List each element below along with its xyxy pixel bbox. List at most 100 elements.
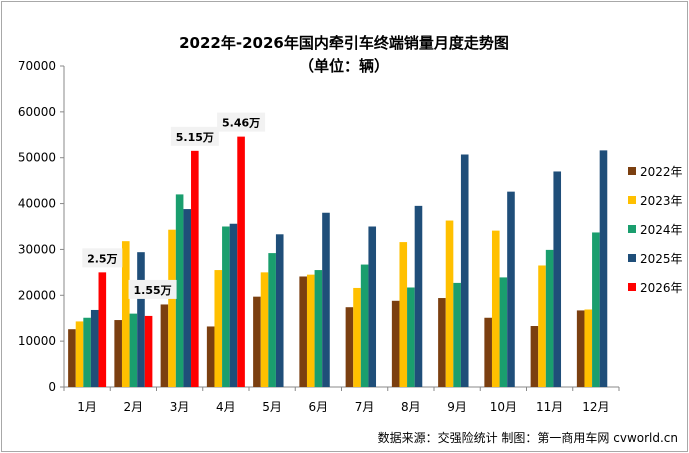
bar-2024年-10月 (499, 277, 508, 387)
legend-label: 2022年 (640, 165, 683, 179)
annotation-label: 1.55万 (134, 284, 172, 297)
y-tick-label: 60000 (18, 105, 56, 119)
bar-2022年-9月 (438, 298, 446, 387)
y-tick-label: 40000 (18, 197, 56, 211)
bar-2024年-5月 (268, 253, 276, 387)
legend: 2022年 2023年 2024年 2025年 2026年 (628, 165, 683, 295)
bar-2026年-1月 (98, 272, 107, 387)
bar-2025年-10月 (507, 191, 515, 387)
bar-2023年-3月 (168, 229, 176, 387)
bar-2024年-7月 (360, 264, 369, 387)
bar-2025年-1月 (90, 309, 99, 387)
bar-2022年-5月 (253, 296, 261, 387)
x-tick-label: 12月 (582, 400, 609, 414)
y-tick-label: 70000 (18, 59, 56, 73)
bar-2023年-5月 (260, 272, 269, 387)
x-tick-label: 5月 (262, 400, 282, 414)
legend-swatch (628, 283, 636, 291)
annotations: 2.5万 1.55万 5.15万 5.46万 (82, 112, 266, 299)
annotation-box (82, 248, 123, 268)
y-tick-label: 0 (48, 380, 56, 394)
bar-2022年-10月 (484, 317, 492, 387)
annotation-box (217, 112, 266, 132)
x-tick-label: 7月 (355, 400, 375, 414)
bar-2025年-12月 (599, 150, 608, 387)
y-tick-label: 30000 (18, 242, 56, 256)
bar-2023年-1月 (75, 321, 84, 387)
bar-2025年-9月 (460, 154, 469, 387)
bar-2024年-9月 (453, 282, 461, 387)
legend-label: 2026年 (640, 281, 683, 295)
bar-2025年-11月 (553, 171, 562, 387)
x-axis: 1月 2月 3月 4月 5月 6月 7月 8月 9月 10月 11月 12月 (63, 386, 620, 414)
bar-2025年-3月 (183, 209, 192, 387)
x-tick-label: 9月 (447, 400, 467, 414)
y-axis: 0 10000 20000 30000 40000 50000 60000 70000 (18, 59, 65, 394)
x-tick-label: 3月 (170, 400, 190, 414)
bar-2026年-2月 (144, 315, 153, 387)
bars (68, 136, 608, 387)
bar-2025年-5月 (275, 234, 284, 387)
bar-2024年-6月 (314, 270, 323, 387)
x-tick-label: 2月 (124, 400, 144, 414)
x-tick-label: 10月 (490, 400, 517, 414)
bar-2022年-1月 (68, 329, 76, 387)
bar-2023年-9月 (445, 220, 454, 387)
legend-swatch (628, 225, 636, 233)
bar-2022年-12月 (576, 310, 585, 387)
bar-2025年-8月 (414, 205, 423, 387)
bar-2026年-4月 (237, 136, 245, 387)
legend-label: 2025年 (640, 252, 683, 266)
bar-2025年-6月 (322, 212, 330, 387)
bar-2024年-11月 (545, 249, 554, 387)
x-tick-label: 4月 (216, 400, 236, 414)
x-tick-label: 11月 (536, 400, 563, 414)
annotation-box (128, 279, 177, 299)
bar-2024年-4月 (222, 226, 230, 387)
annotation-label: 5.15万 (176, 131, 214, 144)
x-tick-label: 8月 (401, 400, 421, 414)
bar-2024年-12月 (592, 232, 600, 387)
bar-2022年-8月 (391, 300, 400, 387)
x-tick-label: 6月 (309, 400, 329, 414)
legend-swatch (628, 196, 636, 204)
bar-2022年-6月 (299, 276, 307, 387)
chart-subtitle: （单位：辆） (299, 57, 389, 75)
bar-2023年-6月 (306, 274, 315, 387)
bar-2023年-10月 (491, 230, 500, 387)
bar-2023年-4月 (214, 270, 223, 387)
bar-2022年-2月 (114, 320, 122, 387)
y-tick-label: 20000 (18, 288, 56, 302)
bar-2024年-8月 (407, 287, 415, 387)
bar-2026年-3月 (191, 150, 199, 387)
y-tick-label: 10000 (18, 334, 56, 348)
bar-2022年-4月 (206, 326, 215, 387)
y-tick-label: 50000 (18, 151, 56, 165)
bar-2022年-11月 (530, 326, 539, 387)
bar-2022年-7月 (345, 307, 354, 387)
legend-swatch (628, 167, 636, 175)
bar-2023年-12月 (584, 309, 593, 387)
chart-title: 2022年-2026年国内牵引车终端销量月度走势图 (179, 34, 509, 52)
bar-2023年-8月 (399, 242, 408, 387)
legend-label: 2023年 (640, 194, 683, 208)
bar-2024年-1月 (83, 317, 91, 387)
annotation-label: 2.5万 (87, 252, 118, 265)
bar-2023年-11月 (538, 265, 546, 387)
bar-2025年-2月 (137, 252, 145, 387)
bar-2024年-3月 (175, 194, 184, 387)
source-note: 数据来源：交强险统计 制图：第一商用车网 cvworld.cn (378, 430, 678, 445)
bar-2022年-3月 (160, 304, 169, 387)
annotation-label: 5.46万 (222, 117, 260, 130)
bar-2023年-7月 (353, 287, 361, 387)
bar-2023年-2月 (121, 241, 130, 387)
annotation-box (170, 126, 219, 146)
x-tick-label: 1月 (77, 400, 97, 414)
bar-2025年-4月 (229, 223, 238, 387)
legend-label: 2024年 (640, 223, 683, 237)
bar-2024年-2月 (129, 313, 138, 387)
legend-swatch (628, 254, 636, 262)
bar-2025年-7月 (368, 226, 377, 387)
